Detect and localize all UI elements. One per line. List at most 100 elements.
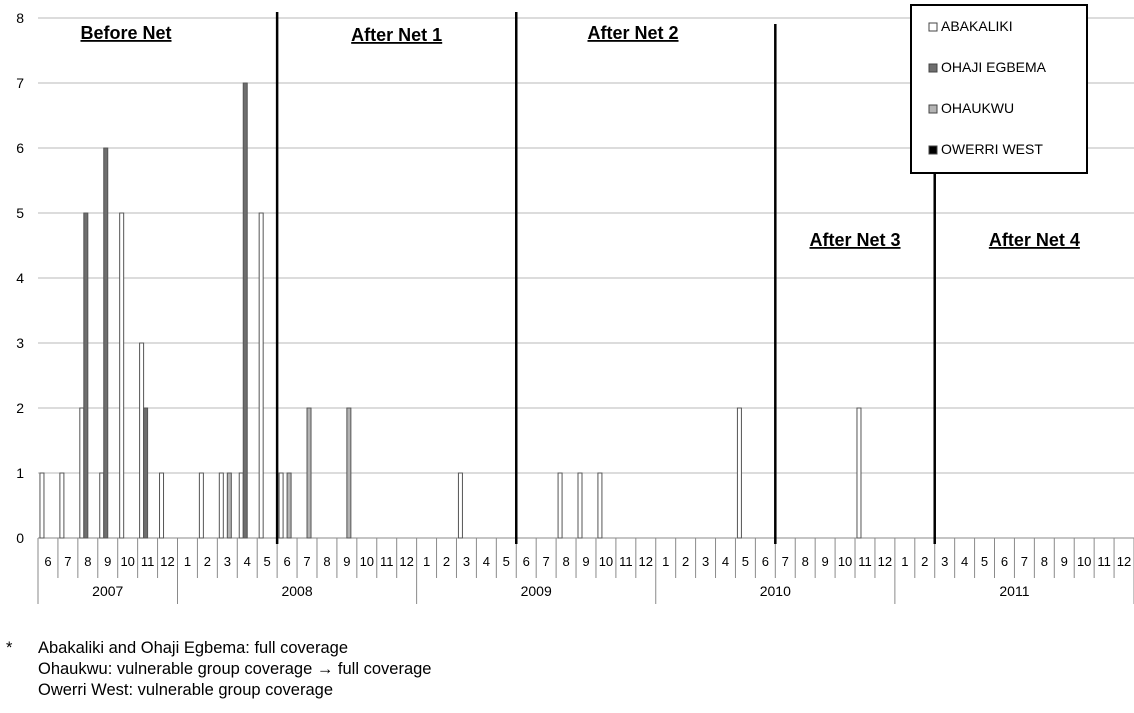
month-tick-label: 7 [1021, 554, 1028, 569]
month-tick-label: 5 [503, 554, 510, 569]
month-tick-label: 6 [283, 554, 290, 569]
phase-label: After Net 3 [810, 230, 901, 250]
month-tick-label: 3 [941, 554, 948, 569]
bar [346, 407, 352, 539]
bar [159, 472, 165, 539]
legend-label: ABAKALIKI [941, 18, 1013, 34]
month-tick-label: 10 [838, 554, 852, 569]
bar [198, 472, 204, 539]
y-axis-ticks: 0 1 2 3 4 5 6 7 8 [16, 10, 24, 546]
bar [79, 407, 85, 539]
bar [856, 407, 862, 539]
bars [39, 82, 862, 539]
month-tick-label: 11 [1097, 554, 1111, 569]
footnote-line: Ohaukwu: vulnerable group coverage → ful… [38, 660, 432, 678]
legend-swatch [928, 104, 938, 114]
bar [103, 147, 109, 539]
legend-label: OHAJI EGBEMA [941, 59, 1047, 75]
month-tick-label: 12 [878, 554, 892, 569]
legend-swatch [928, 22, 938, 32]
bar [258, 212, 264, 539]
month-tick-label: 9 [822, 554, 829, 569]
footnote-star: * [6, 639, 13, 657]
month-tick-label: 5 [264, 554, 271, 569]
month-tick-label: 12 [1117, 554, 1131, 569]
month-tick-label: 6 [523, 554, 530, 569]
month-tick-label: 4 [722, 554, 729, 569]
y-tick-label: 1 [16, 465, 24, 481]
phase-label: After Net 2 [587, 23, 678, 43]
month-tick-label: 10 [599, 554, 613, 569]
net-distribution-lines [275, 12, 936, 544]
month-tick-label: 7 [782, 554, 789, 569]
year-label: 2008 [281, 583, 312, 599]
month-tick-label: 8 [323, 554, 330, 569]
month-tick-label: 4 [961, 554, 968, 569]
bar [99, 472, 105, 539]
legend-label: OHAUKWU [941, 100, 1014, 116]
month-tick-label: 11 [858, 554, 872, 569]
month-tick-label: 4 [244, 554, 251, 569]
bar [59, 472, 65, 539]
month-tick-label: 12 [399, 554, 413, 569]
year-label: 2009 [521, 583, 552, 599]
y-tick-label: 6 [16, 140, 24, 156]
month-tick-label: 5 [981, 554, 988, 569]
month-tick-label: 1 [423, 554, 430, 569]
month-tick-label: 4 [483, 554, 490, 569]
legend-label: OWERRI WEST [941, 141, 1043, 157]
month-tick-label: 8 [1041, 554, 1048, 569]
month-tick-label: 9 [582, 554, 589, 569]
y-tick-label: 8 [16, 10, 24, 26]
month-tick-label: 8 [562, 554, 569, 569]
bar [278, 472, 284, 539]
footnote: * Abakaliki and Ohaji Egbema: full cover… [6, 638, 432, 701]
y-tick-label: 3 [16, 335, 24, 351]
month-tick-label: 10 [1077, 554, 1091, 569]
month-tick-label: 7 [64, 554, 71, 569]
year-label: 2010 [760, 583, 791, 599]
y-tick-label: 4 [16, 270, 24, 286]
bar [119, 212, 125, 539]
month-tick-label: 7 [303, 554, 310, 569]
bar [457, 472, 463, 539]
bar [218, 472, 224, 539]
footnote-line: Owerri West: vulnerable group coverage [38, 681, 334, 699]
y-tick-label: 7 [16, 75, 24, 91]
bar [557, 472, 563, 539]
year-label: 2011 [999, 583, 1029, 599]
month-tick-label: 12 [639, 554, 653, 569]
bar [286, 472, 292, 539]
month-tick-label: 2 [921, 554, 928, 569]
month-tick-label: 8 [802, 554, 809, 569]
bar [39, 472, 45, 539]
bar [577, 472, 583, 539]
month-tick-label: 11 [619, 554, 633, 569]
phase-label: Before Net [80, 23, 171, 43]
bar [306, 407, 312, 539]
y-tick-label: 2 [16, 400, 24, 416]
bar [597, 472, 603, 539]
month-tick-label: 7 [543, 554, 550, 569]
year-label: 2007 [92, 583, 123, 599]
bar [736, 407, 742, 539]
month-tick-label: 1 [901, 554, 908, 569]
legend: ABAKALIKI OHAJI EGBEMA OHAUKWU OWERRI WEST [910, 4, 1088, 174]
y-tick-label: 0 [16, 530, 24, 546]
month-tick-label: 6 [762, 554, 769, 569]
month-tick-label: 2 [682, 554, 689, 569]
month-tick-label: 6 [1001, 554, 1008, 569]
month-tick-label: 9 [1061, 554, 1068, 569]
phase-label: After Net 1 [351, 25, 442, 45]
bar [83, 212, 89, 539]
month-tick-label: 9 [104, 554, 111, 569]
month-tick-label: 8 [84, 554, 91, 569]
phase-label: After Net 4 [989, 230, 1080, 250]
month-tick-label: 10 [360, 554, 374, 569]
legend-swatch [928, 63, 938, 73]
month-tick-label: 12 [160, 554, 174, 569]
month-tick-label: 6 [44, 554, 51, 569]
month-tick-label: 5 [742, 554, 749, 569]
month-tick-label: 1 [184, 554, 191, 569]
